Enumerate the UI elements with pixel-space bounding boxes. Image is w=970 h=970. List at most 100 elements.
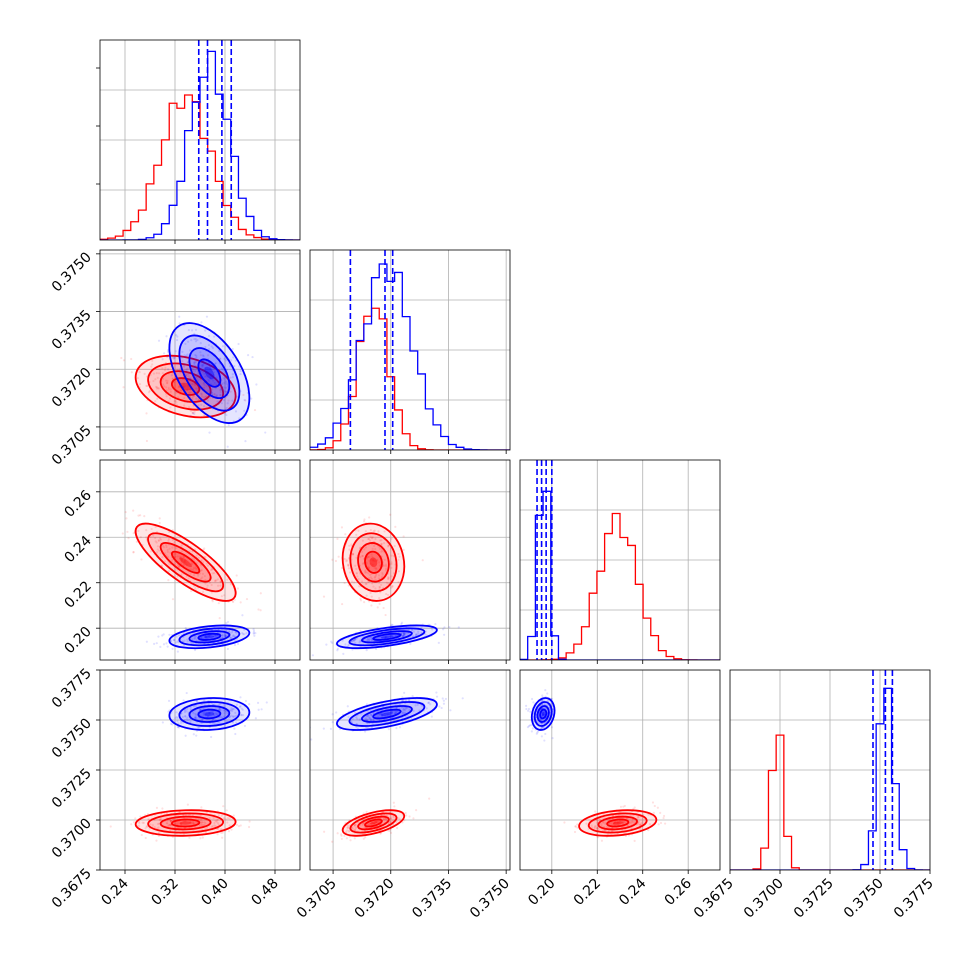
scatter-point	[639, 823, 643, 826]
scatter-point	[185, 374, 188, 377]
scatter-point	[177, 722, 180, 725]
scatter-point	[359, 555, 362, 559]
scatter-point	[252, 627, 255, 631]
density-fill	[171, 819, 200, 827]
scatter-point	[149, 550, 152, 553]
scatter-point	[402, 708, 405, 711]
scatter-point	[368, 638, 371, 642]
scatter-point	[186, 361, 189, 364]
scatter-point	[159, 645, 162, 648]
scatter-point	[379, 832, 382, 835]
contour-line	[170, 550, 201, 574]
scatter-point	[175, 711, 178, 714]
scatter-point	[461, 697, 464, 700]
scatter-point	[365, 715, 368, 718]
scatter-point	[216, 822, 220, 825]
scatter-point	[209, 367, 212, 370]
scatter-point	[385, 814, 388, 817]
scatter-point	[166, 379, 169, 382]
scatter-point	[576, 823, 579, 826]
scatter-point	[156, 822, 159, 826]
scatter-point	[232, 634, 235, 637]
scatter-point	[181, 350, 184, 353]
scatter-point	[169, 819, 172, 823]
scatter-point	[239, 705, 242, 708]
scatter-point	[201, 354, 205, 357]
scatter-point	[222, 817, 226, 820]
scatter-point	[347, 564, 350, 567]
scatter-point	[182, 829, 185, 833]
scatter-point	[187, 375, 190, 378]
scatter-point	[541, 712, 544, 715]
scatter-point	[176, 822, 180, 825]
scatter-point	[171, 558, 174, 561]
scatter-point	[612, 822, 615, 825]
scatter-point	[376, 606, 379, 609]
scatter-point	[171, 598, 175, 601]
scatter-point	[550, 726, 554, 729]
scatter-point	[155, 541, 158, 544]
scatter-point	[205, 315, 209, 318]
scatter-point	[361, 554, 364, 558]
scatter-point	[153, 642, 156, 645]
scatter-point	[257, 608, 260, 611]
panel-content	[520, 670, 720, 870]
scatter-point	[379, 712, 382, 716]
scatter-point	[659, 811, 662, 815]
scatter-point	[387, 577, 390, 580]
scatter-point	[176, 564, 179, 567]
density-fill	[179, 821, 192, 825]
scatter-point	[384, 635, 388, 638]
scatter-point	[380, 539, 383, 542]
scatter-point	[233, 598, 236, 601]
scatter-point	[595, 827, 598, 830]
scatter-point	[543, 702, 546, 706]
scatter-point	[368, 717, 372, 720]
scatter-point	[612, 821, 615, 824]
scatter-point	[155, 372, 158, 375]
scatter-point	[345, 559, 349, 562]
scatter-point	[142, 821, 145, 824]
scatter-point	[378, 585, 381, 589]
scatter-point	[202, 823, 205, 827]
scatter-point	[176, 640, 179, 643]
scatter-point	[193, 412, 196, 415]
scatter-point	[193, 637, 196, 640]
scatter-point	[183, 715, 187, 718]
scatter-point	[165, 822, 168, 825]
scatter-point	[371, 555, 374, 558]
scatter-point	[186, 388, 189, 392]
scatter-point	[207, 634, 210, 637]
scatter-point	[543, 710, 546, 713]
scatter-point	[179, 822, 182, 825]
scatter-point	[392, 815, 395, 819]
scatter-point	[380, 575, 384, 579]
scatter-point	[375, 820, 379, 823]
scatter-point	[199, 368, 202, 371]
scatter-point	[171, 377, 174, 380]
panel-frame	[309, 669, 511, 871]
scatter-point	[180, 822, 183, 825]
scatter-point	[176, 726, 179, 729]
scatter-point	[377, 577, 380, 580]
scatter-point	[157, 539, 160, 542]
scatter-point	[527, 709, 530, 712]
contour-line	[361, 705, 413, 723]
scatter-point	[176, 575, 179, 578]
scatter-point	[181, 715, 184, 718]
scatter-point	[367, 537, 371, 541]
scatter-point	[167, 699, 171, 702]
scatter-point	[195, 354, 198, 357]
scatter-point	[179, 389, 183, 392]
scatter-point	[209, 368, 212, 371]
scatter-point	[541, 726, 544, 729]
contour-line	[134, 354, 237, 419]
scatter-point	[183, 363, 186, 366]
scatter-point	[180, 550, 184, 553]
scatter-point	[189, 388, 192, 391]
scatter-point	[144, 836, 147, 840]
scatter-point	[213, 635, 216, 638]
scatter-point	[369, 535, 372, 538]
scatter-point	[610, 822, 613, 825]
scatter-point	[191, 550, 194, 553]
